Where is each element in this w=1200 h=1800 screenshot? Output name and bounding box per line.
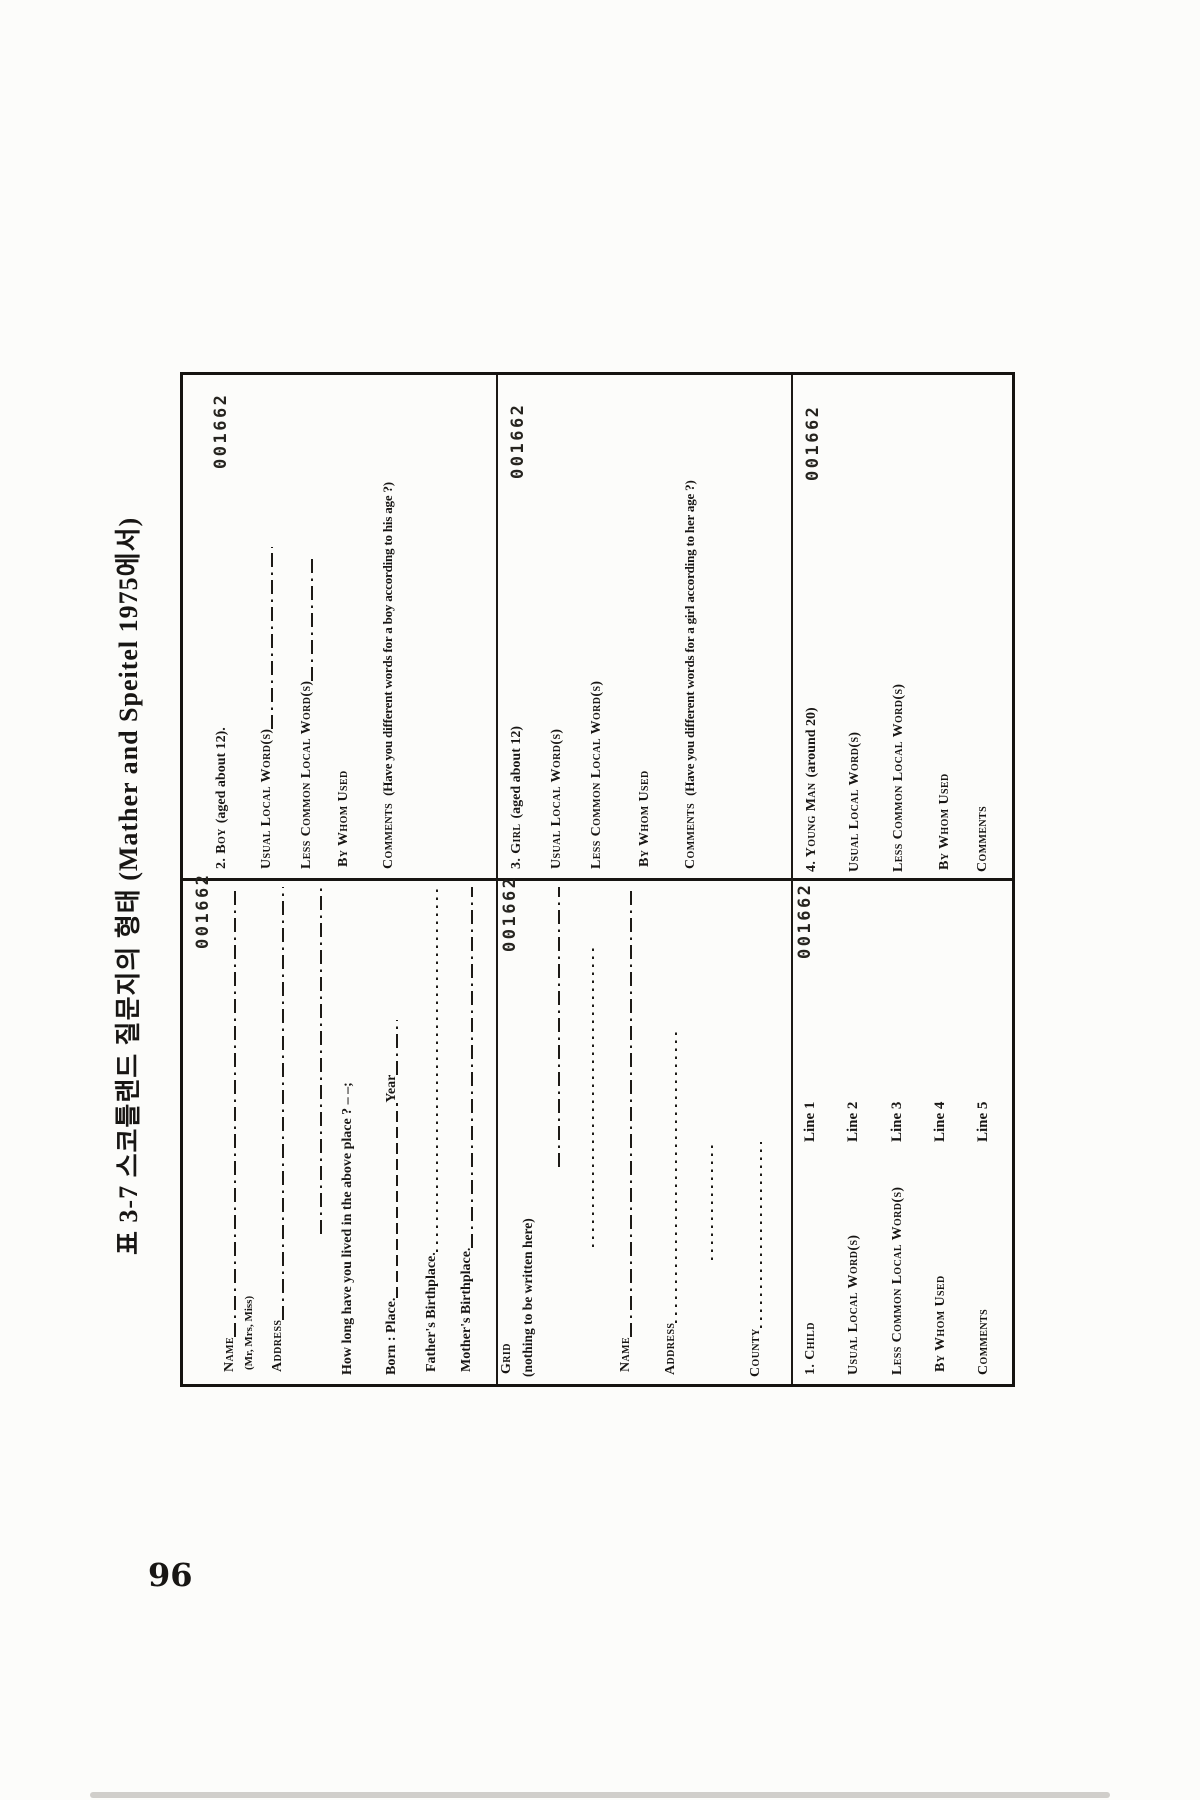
- address-label: Address: [270, 1319, 285, 1372]
- mother-label: Mother's Birthplace.: [459, 1247, 474, 1372]
- field-name: Name: [221, 887, 238, 1372]
- grid-rule-c: [702, 1145, 715, 1260]
- grid-county-rule: [751, 1142, 764, 1329]
- child-line-2: Line 2: [845, 1101, 861, 1142]
- serial-stamp: 001662: [803, 404, 823, 481]
- child-heading-row: 1. Child Line 1: [802, 895, 819, 1375]
- by-whom-used-label: By Whom Used: [336, 770, 351, 867]
- boy-comments-question: (Have you different words for a boy acco…: [380, 482, 395, 796]
- row-divider-1: [496, 375, 498, 1384]
- child-line-1: Line 1: [802, 1101, 818, 1142]
- child-comments-row: Comments Line 5: [975, 895, 992, 1375]
- year-label: Year: [384, 1074, 399, 1103]
- comments-label: Comments: [975, 805, 990, 872]
- name-rule: [225, 887, 238, 1337]
- less-common-label: Less Common Local Word(s): [299, 680, 314, 869]
- figure-caption: 표 3-7 스코틀랜드 질문지의 형태 (Mather and Speitel …: [114, 516, 143, 1255]
- by-whom-used-label: By Whom Used: [637, 770, 652, 867]
- grid-heading: Grid: [499, 1343, 514, 1374]
- young-man-less-row: Less Common Local Word(s): [890, 684, 907, 872]
- usual-local-word-label: Usual Local Word(s): [847, 731, 862, 872]
- comments-label: Comments: [381, 802, 396, 869]
- field-address-2: [311, 887, 324, 1234]
- grid-address-label: Address: [663, 1322, 678, 1375]
- child-usual-row: Usual Local Word(s) Line 2: [845, 895, 862, 1375]
- page-number: 96: [148, 1556, 193, 1594]
- field-born: Born : Place. Year: [383, 895, 400, 1375]
- row-divider-2: [791, 375, 793, 1384]
- grid-address-rule: [666, 1030, 679, 1323]
- girl-comments-question: (Have you different words for a girl acc…: [682, 480, 697, 796]
- scan-edge-artifact: [90, 1792, 1110, 1798]
- serial-stamp: 001662: [193, 872, 213, 949]
- usual-local-word-label: Usual Local Word(s): [259, 728, 274, 869]
- young-man-by-whom-row: By Whom Used: [936, 773, 953, 870]
- less-common-label: Less Common Local Word(s): [890, 1186, 905, 1375]
- usual-local-word-label: Usual Local Word(s): [549, 728, 564, 869]
- serial-stamp: 001662: [211, 392, 231, 469]
- child-heading: 1. Child: [803, 1322, 818, 1375]
- girl-comments-row: Comments (Have you different words for a …: [681, 427, 699, 869]
- address-rule-2: [311, 887, 324, 1234]
- questionnaire-form: 001662 Name (Mr, Mrs, Miss) Address How …: [180, 372, 1015, 1387]
- grid-field-county: County: [747, 1142, 764, 1377]
- girl-heading: 3. Girl (aged about 12): [509, 725, 524, 869]
- boy-comments-row: Comments (Have you different words for a …: [379, 424, 397, 869]
- child-line-4: Line 4: [932, 1101, 948, 1142]
- less-common-label: Less Common Local Word(s): [891, 683, 906, 872]
- name-label: Name: [222, 1336, 237, 1372]
- comments-label: Comments: [683, 802, 698, 869]
- boy-less-row: Less Common Local Word(s): [298, 557, 315, 869]
- child-line-3: Line 3: [889, 1101, 905, 1142]
- name-hint: (Mr, Mrs, Miss): [243, 1295, 255, 1370]
- father-rule: [427, 887, 440, 1253]
- grid-county-label: County: [748, 1328, 763, 1377]
- child-by-whom-row: By Whom Used Line 4: [932, 895, 949, 1372]
- grid-rule-b: [583, 947, 596, 1247]
- boy-by-whom-row: By Whom Used: [335, 770, 352, 867]
- field-address: Address: [269, 887, 286, 1372]
- field-how-long: How long have you lived in the above pla…: [340, 1082, 355, 1375]
- comments-label: Comments: [976, 1308, 991, 1375]
- column-divider: [183, 878, 1012, 881]
- boy-usual-row: Usual Local Word(s): [258, 547, 275, 869]
- serial-stamp: 001662: [508, 402, 528, 479]
- field-mother-birthplace: Mother's Birthplace.: [458, 887, 475, 1372]
- serial-stamp: 001662: [500, 875, 520, 952]
- grid-field-name: Name: [617, 887, 634, 1372]
- father-label: Father's Birthplace.: [424, 1252, 439, 1372]
- mother-rule: [462, 887, 475, 1248]
- girl-usual-row: Usual Local Word(s): [548, 729, 565, 869]
- born-place-rule: [387, 1102, 400, 1298]
- young-man-heading: 4. Young Man (around 20): [804, 707, 819, 872]
- girl-less-row: Less Common Local Word(s): [588, 681, 605, 869]
- born-label: Born : Place.: [384, 1297, 399, 1375]
- girl-by-whom-row: By Whom Used: [636, 770, 653, 867]
- child-line-5: Line 5: [975, 1101, 991, 1142]
- address-rule: [273, 887, 286, 1320]
- child-less-row: Less Common Local Word(s) Line 3: [889, 895, 906, 1375]
- grid-note: (nothing to be written here): [520, 1218, 535, 1377]
- young-man-comments-row: Comments: [974, 806, 991, 872]
- born-year-rule: [387, 1019, 400, 1075]
- field-father-birthplace: Father's Birthplace.: [423, 887, 440, 1372]
- by-whom-used-label: By Whom Used: [937, 773, 952, 870]
- young-man-usual-row: Usual Local Word(s): [846, 732, 863, 872]
- grid-field-address: Address: [662, 1030, 679, 1375]
- grid-name-rule: [621, 887, 634, 1337]
- usual-local-word-label: Usual Local Word(s): [846, 1234, 861, 1375]
- by-whom-used-label: By Whom Used: [933, 1275, 948, 1372]
- boy-heading: 2. Boy (aged about 12).: [214, 727, 229, 869]
- less-common-label: Less Common Local Word(s): [589, 680, 604, 869]
- grid-rule-a: [549, 887, 562, 1167]
- grid-name-label: Name: [618, 1336, 633, 1372]
